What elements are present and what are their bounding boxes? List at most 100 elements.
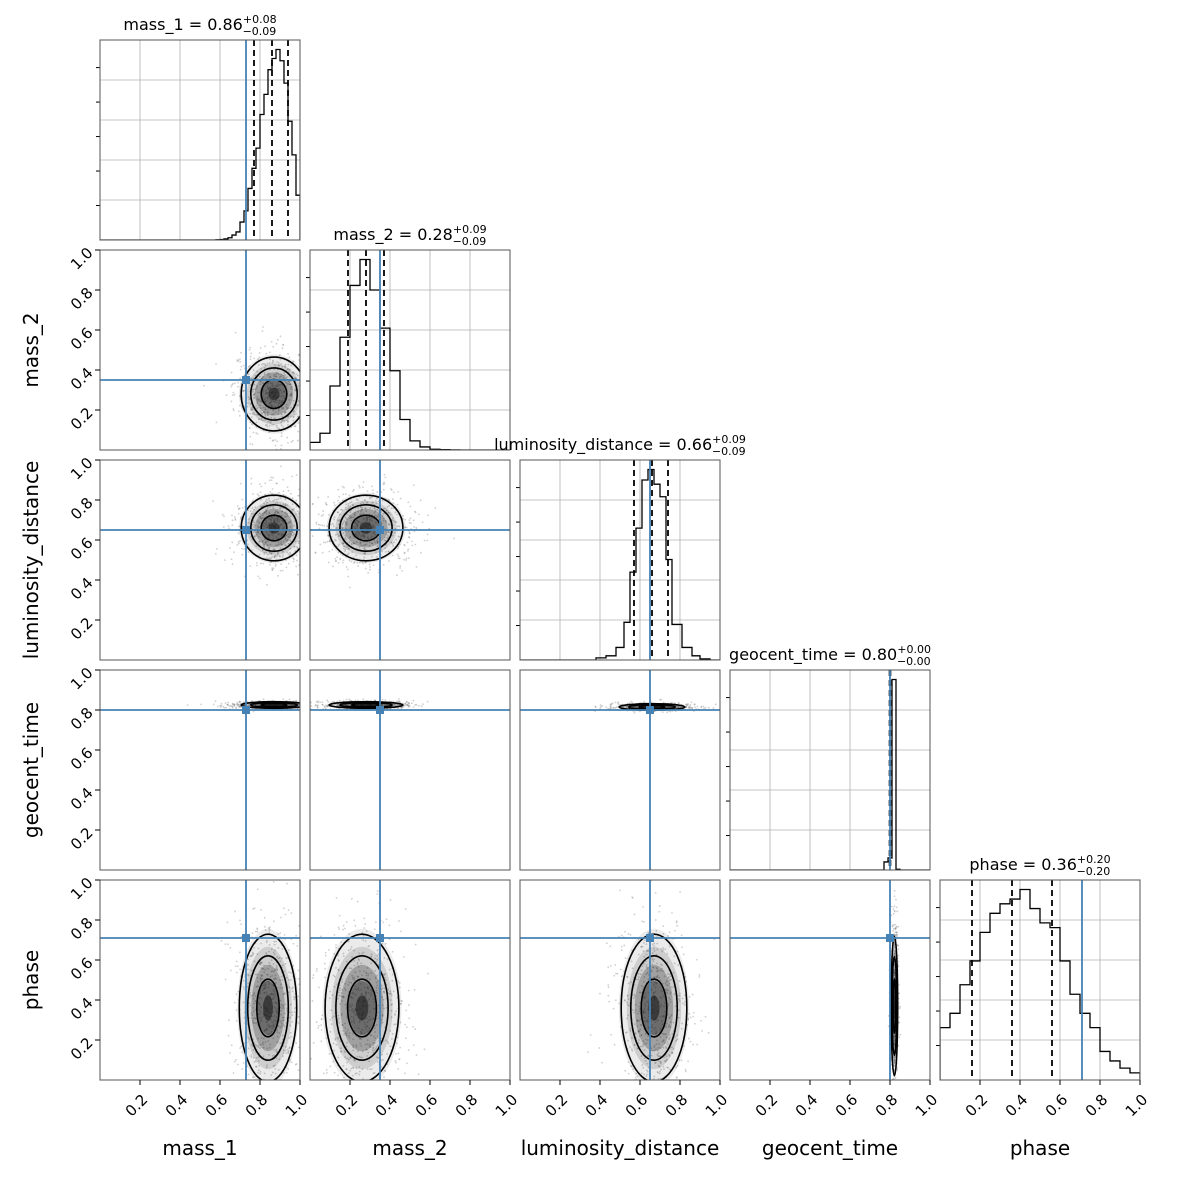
sample-point <box>265 392 267 394</box>
sample-point <box>305 392 307 394</box>
sample-point <box>321 701 324 704</box>
sample-point <box>297 404 299 407</box>
sample-point <box>355 532 357 535</box>
sample-point <box>376 540 379 543</box>
sample-point <box>224 559 226 562</box>
sample-point <box>329 539 331 542</box>
sample-point <box>256 564 258 567</box>
sample-point <box>601 705 604 707</box>
sample-point <box>388 522 390 525</box>
sample-point <box>270 400 273 402</box>
sample-point <box>303 704 305 706</box>
sample-point <box>233 1001 236 1004</box>
sample-point <box>276 387 279 390</box>
sample-point <box>383 473 386 476</box>
sample-point <box>344 516 347 519</box>
sample-point <box>359 505 362 508</box>
sample-point <box>397 535 400 538</box>
sample-point <box>283 365 286 368</box>
sample-point <box>225 1093 227 1095</box>
sample-point <box>635 706 638 708</box>
sample-point <box>288 533 291 536</box>
sample-point <box>280 400 283 403</box>
sample-point <box>293 533 295 536</box>
sample-point <box>229 546 231 549</box>
truth-marker <box>242 526 250 534</box>
sample-point <box>298 513 300 515</box>
sample-point <box>414 511 417 514</box>
sample-point <box>281 533 284 536</box>
sample-point <box>666 711 669 714</box>
sample-point <box>302 705 304 707</box>
sample-point <box>264 413 267 415</box>
sample-point <box>295 565 298 568</box>
sample-point <box>407 701 410 704</box>
sample-point <box>253 394 256 396</box>
sample-point <box>257 531 260 534</box>
sample-point <box>247 551 250 553</box>
sample-point <box>278 354 281 357</box>
sample-point <box>286 522 289 525</box>
sample-point <box>413 526 415 528</box>
sample-point <box>356 519 358 522</box>
sample-point <box>280 497 282 500</box>
sample-point <box>404 544 406 547</box>
sample-point <box>360 527 362 530</box>
sample-point <box>453 537 455 540</box>
sample-point <box>274 565 277 567</box>
sample-point <box>276 482 279 485</box>
sample-point <box>272 387 275 389</box>
sample-point <box>266 525 269 528</box>
sample-point <box>336 519 339 522</box>
sample-point <box>266 410 269 413</box>
sample-point <box>369 496 371 499</box>
sample-point <box>238 951 241 954</box>
sample-point <box>277 574 279 577</box>
panel-geocent_time-hist <box>730 670 930 870</box>
sample-point <box>304 400 306 402</box>
sample-point <box>281 569 284 572</box>
sample-point <box>235 1009 238 1011</box>
sample-point <box>310 705 313 707</box>
sample-point <box>286 486 289 489</box>
sample-point <box>266 501 269 504</box>
sample-point <box>223 706 226 709</box>
sample-point <box>237 512 240 515</box>
sample-point <box>290 441 293 443</box>
sample-point <box>676 705 679 708</box>
sample-point <box>610 703 613 705</box>
sample-point <box>406 1062 408 1065</box>
sample-point <box>394 511 397 514</box>
sample-point <box>272 526 275 529</box>
sample-point <box>263 411 265 414</box>
sample-point <box>295 554 298 557</box>
sample-point <box>289 520 292 523</box>
sample-point <box>693 703 696 706</box>
sample-point <box>325 503 328 506</box>
sample-point <box>212 703 215 706</box>
sample-point <box>271 555 274 558</box>
sample-point <box>394 520 397 523</box>
sample-point <box>358 545 361 548</box>
sample-point <box>356 524 359 527</box>
sample-point <box>249 403 252 406</box>
sample-point <box>661 711 664 714</box>
sample-point <box>231 541 234 544</box>
sample-point <box>356 562 359 564</box>
sample-point <box>418 704 420 707</box>
sample-point <box>250 377 253 380</box>
sample-point <box>275 536 278 539</box>
sample-point <box>348 536 351 539</box>
sample-point <box>426 539 429 542</box>
sample-point <box>300 1036 302 1038</box>
sample-point <box>364 561 367 564</box>
sample-point <box>280 533 283 535</box>
sample-point <box>405 559 407 561</box>
sample-point <box>341 509 344 511</box>
sample-point <box>277 552 279 555</box>
sample-point <box>275 385 277 387</box>
sample-point <box>360 523 362 526</box>
sample-point <box>234 331 237 334</box>
sample-point <box>391 517 394 519</box>
sample-point <box>404 526 407 528</box>
